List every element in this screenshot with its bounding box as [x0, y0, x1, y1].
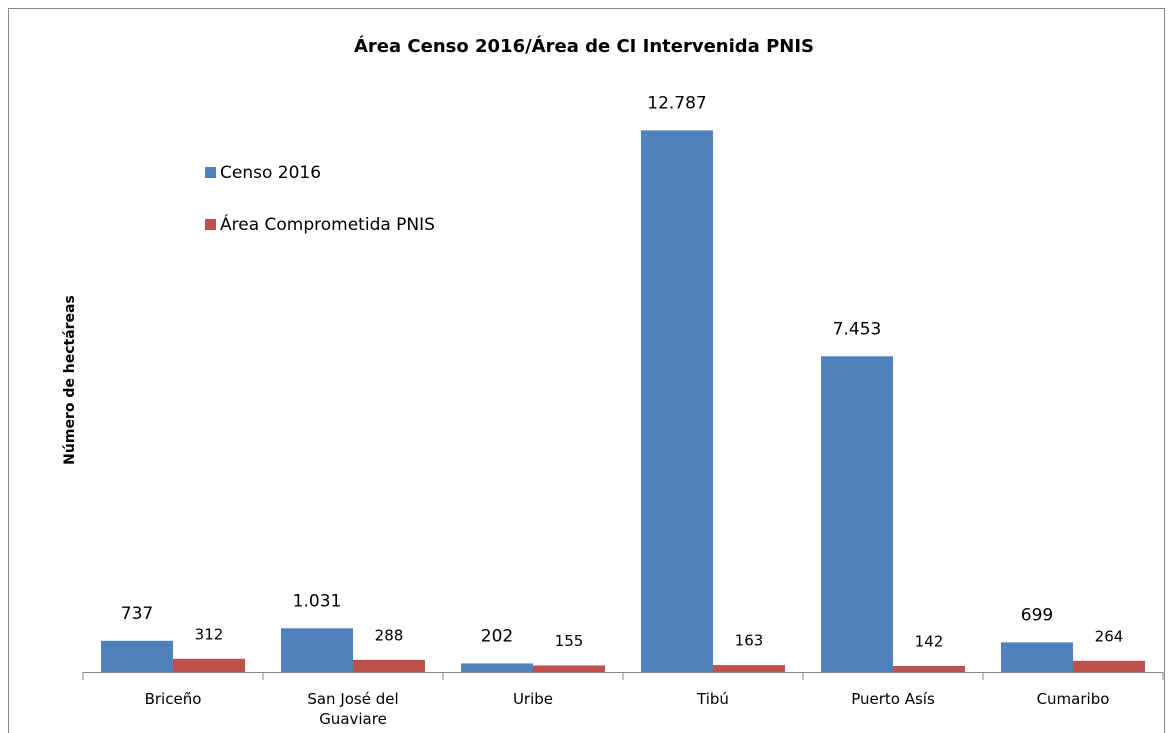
bar: [101, 640, 173, 672]
x-tick-label: Cumaribo: [1036, 690, 1110, 708]
chart-border: [8, 8, 1165, 733]
x-tick-label: Briceño: [144, 690, 202, 708]
bar: [821, 356, 893, 672]
data-label: 1.031: [293, 591, 342, 611]
bar: [893, 665, 965, 672]
data-label: 264: [1095, 627, 1124, 645]
bar: [281, 628, 353, 672]
data-label: 12.787: [647, 93, 706, 113]
data-label: 7.453: [833, 319, 882, 339]
bar: [713, 665, 785, 672]
data-label: 737: [121, 604, 153, 624]
bar: [1001, 642, 1073, 672]
bar: [353, 659, 425, 672]
bar: [641, 130, 713, 672]
bar: [533, 665, 605, 672]
bar: [461, 663, 533, 672]
data-label: 155: [555, 632, 584, 650]
x-tick-label: Puerto Asís: [851, 690, 935, 708]
data-label: 163: [735, 632, 764, 650]
legend-label: Censo 2016: [220, 163, 321, 183]
data-label: 312: [195, 625, 224, 643]
legend-label: Área Comprometida PNIS: [220, 213, 435, 235]
bar: [173, 658, 245, 672]
legend-swatch: [205, 167, 216, 178]
x-tick-label: San José del Guaviare: [307, 690, 399, 728]
chart-title: Área Censo 2016/Área de CI Intervenida P…: [354, 35, 814, 57]
x-tick-label: Tibú: [697, 690, 729, 708]
data-label: 699: [1021, 605, 1053, 625]
data-label: 288: [375, 626, 404, 644]
x-tick-label: Uribe: [512, 690, 554, 708]
data-label: 202: [481, 626, 513, 646]
y-axis-label: Número de hectáreas: [62, 295, 78, 465]
bar: [1073, 660, 1145, 672]
data-label: 142: [915, 632, 944, 650]
legend-swatch: [205, 219, 216, 230]
